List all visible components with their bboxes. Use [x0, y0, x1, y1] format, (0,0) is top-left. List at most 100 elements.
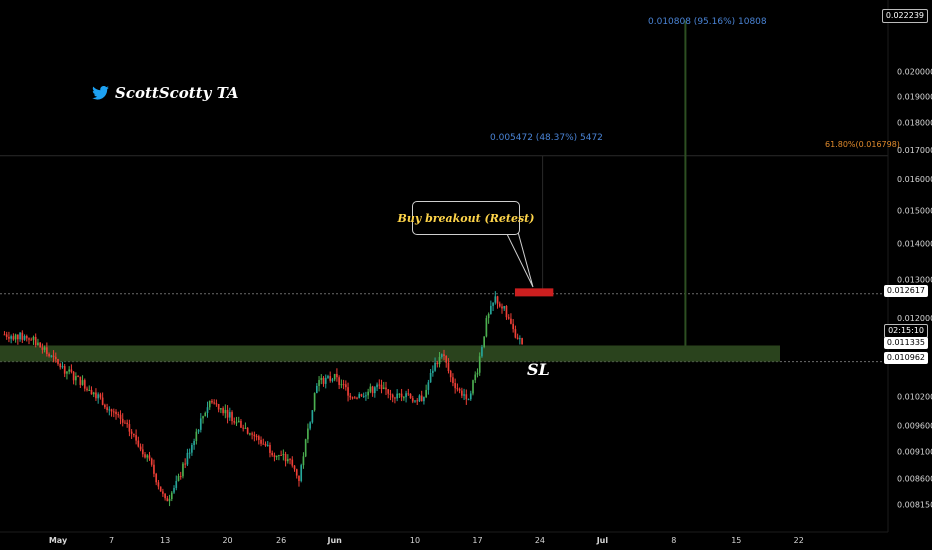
- candle-body: [86, 388, 88, 391]
- candle-body: [485, 318, 488, 337]
- candle-body: [39, 342, 41, 348]
- candle-body: [351, 397, 354, 399]
- candle-body: [311, 410, 314, 423]
- candle-body: [338, 377, 340, 385]
- candle-body: [365, 395, 367, 397]
- candle-body: [10, 336, 12, 339]
- twitter-bird-icon: [92, 86, 109, 100]
- price-tag-current: 0.011335: [883, 337, 928, 349]
- candle-body: [411, 398, 414, 402]
- candle-body: [429, 372, 432, 383]
- candle-body: [72, 371, 75, 381]
- candle-body: [481, 347, 483, 357]
- candle-body: [61, 366, 64, 368]
- candle-body: [186, 452, 189, 465]
- candle-body: [173, 488, 175, 493]
- price-tick-label: 0.018000: [897, 118, 932, 127]
- fib-level-label: 61.80%(0.016798): [825, 140, 900, 149]
- candle-body: [168, 499, 171, 502]
- candle-body: [224, 409, 227, 414]
- candle-body: [405, 393, 407, 398]
- candle-body: [336, 373, 338, 378]
- candle-body: [380, 384, 383, 390]
- candle-body: [282, 454, 285, 456]
- candle-body: [43, 347, 46, 350]
- candle-body: [496, 296, 499, 304]
- candle-body: [358, 394, 361, 398]
- candle-body: [95, 392, 97, 399]
- candles: [3, 291, 523, 507]
- candle-body: [108, 409, 111, 411]
- candle-body: [289, 459, 291, 461]
- candle-body: [476, 372, 479, 375]
- candle-body: [492, 302, 494, 306]
- candle-body: [324, 377, 327, 384]
- candle-body: [438, 356, 441, 365]
- candle-body: [360, 394, 363, 397]
- candle-body: [255, 436, 258, 438]
- candle-body: [398, 393, 401, 395]
- candle-body: [327, 376, 329, 378]
- candle-body: [244, 427, 247, 429]
- candle-body: [498, 303, 501, 307]
- candle-body: [378, 384, 381, 386]
- candle-body: [34, 336, 37, 346]
- candle-body: [177, 476, 180, 481]
- candle-body: [115, 411, 117, 415]
- candle-body: [128, 424, 131, 432]
- candle-body: [25, 335, 28, 339]
- candle-body: [391, 394, 394, 398]
- time-axis: May 7 13 20 26 Jun 10 17 24 Jul 8 15 22: [49, 536, 804, 545]
- candle-body: [423, 397, 425, 402]
- candle-body: [3, 334, 6, 336]
- candle-body: [19, 332, 21, 340]
- candle-body: [70, 369, 73, 372]
- candle-body: [295, 469, 298, 476]
- time-tick-label: 13: [160, 536, 170, 545]
- candle-body: [75, 376, 77, 381]
- candle-body: [162, 491, 164, 494]
- candle-body: [59, 363, 62, 368]
- candle-body: [494, 296, 497, 303]
- candle-body: [66, 371, 68, 374]
- candle-body: [260, 439, 262, 444]
- candle-body: [264, 443, 267, 446]
- candle-body: [30, 339, 33, 341]
- candle-body: [445, 355, 448, 363]
- price-tag-support: 0.010962: [883, 352, 928, 364]
- candle-body: [519, 338, 521, 340]
- candle-body: [436, 362, 439, 365]
- candle-body: [318, 380, 320, 386]
- candle-body: [182, 463, 184, 477]
- price-tick-label: 0.008150: [897, 501, 932, 510]
- price-tick-label: 0.020000: [897, 68, 932, 77]
- candle-body: [77, 376, 79, 378]
- candle-body: [208, 400, 211, 408]
- candle-body: [150, 458, 153, 465]
- candle-body: [17, 334, 19, 340]
- candle-body: [396, 393, 398, 399]
- candle-body: [356, 397, 358, 399]
- candle-body: [240, 420, 242, 428]
- candle-body: [369, 386, 372, 392]
- support-zone: [0, 345, 780, 362]
- candle-body: [199, 418, 202, 430]
- price-tick-label: 0.009600: [897, 422, 932, 431]
- candle-body: [202, 416, 204, 419]
- time-tick-label: 15: [731, 536, 741, 545]
- candle-body: [14, 334, 17, 340]
- candle-body: [452, 377, 454, 384]
- candle-body: [472, 380, 474, 394]
- time-tick-label: 22: [794, 536, 804, 545]
- plot-background: [0, 0, 888, 532]
- candle-body: [503, 305, 506, 309]
- candle-body: [275, 455, 278, 458]
- measure-long-label: 0.010808 (95.16%) 10808: [648, 17, 767, 27]
- candle-body: [425, 389, 427, 398]
- candle-body: [440, 354, 443, 357]
- candle-body: [220, 408, 222, 410]
- candle-body: [233, 421, 236, 423]
- candle-body: [179, 476, 182, 478]
- candle-body: [249, 433, 251, 435]
- candle-body: [340, 384, 343, 386]
